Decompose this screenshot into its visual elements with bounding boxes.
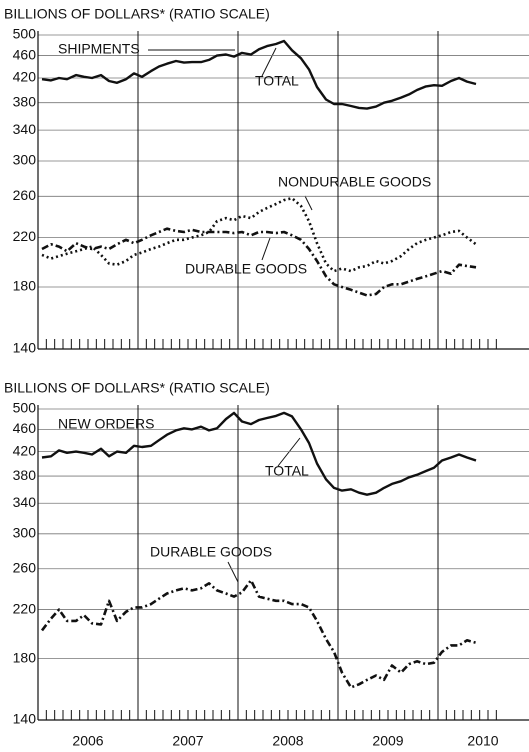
x-tick-label: 2007 — [172, 733, 203, 749]
y-tick-label: 180 — [13, 649, 37, 665]
y-tick-label: 460 — [13, 46, 37, 62]
y-tick-label: 420 — [13, 442, 37, 458]
annotation: NEW ORDERS — [58, 416, 154, 432]
y-tick-label: 340 — [13, 494, 37, 510]
y-tick-label: 380 — [13, 93, 37, 109]
leader-line — [261, 237, 271, 261]
y-tick-label: 260 — [13, 187, 37, 203]
y-tick-label: 220 — [13, 228, 37, 244]
annotation: DURABLE GOODS — [185, 261, 307, 277]
annotation: TOTAL — [255, 73, 299, 89]
y-tick-label: 260 — [13, 559, 37, 575]
x-tick-label: 2008 — [272, 733, 303, 749]
annotation: TOTAL — [265, 463, 309, 479]
annotation: NONDURABLE GOODS — [278, 174, 431, 190]
y-tick-label: 140 — [13, 340, 37, 356]
chart-title: BILLIONS OF DOLLARS* (RATIO SCALE) — [4, 6, 270, 22]
y-tick-label: 460 — [13, 420, 37, 436]
y-tick-label: 220 — [13, 600, 37, 616]
y-tick-label: 300 — [13, 152, 37, 168]
series-line — [40, 579, 477, 689]
x-tick-label: 2006 — [72, 733, 103, 749]
y-tick-label: 500 — [13, 26, 37, 42]
y-tick-label: 420 — [13, 69, 37, 85]
y-tick-label: 380 — [13, 467, 37, 483]
x-tick-label: 2009 — [372, 733, 403, 749]
series-line — [41, 196, 477, 273]
series-line — [41, 227, 477, 297]
y-tick-label: 180 — [13, 278, 37, 294]
leader-line — [227, 561, 239, 583]
leader-line — [261, 47, 277, 77]
y-tick-label: 300 — [13, 525, 37, 541]
x-tick-label: 2010 — [467, 733, 498, 749]
chart-title: BILLIONS OF DOLLARS* (RATIO SCALE) — [4, 380, 270, 396]
leader-line — [304, 195, 313, 211]
y-tick-label: 500 — [13, 400, 37, 416]
y-tick-label: 340 — [13, 121, 37, 137]
annotation: SHIPMENTS — [58, 41, 140, 57]
leader-line — [277, 437, 301, 467]
series-line — [41, 39, 477, 110]
series-line — [41, 411, 477, 496]
annotation: DURABLE GOODS — [150, 544, 272, 560]
y-tick-label: 140 — [13, 711, 37, 727]
leaders — [148, 47, 313, 583]
